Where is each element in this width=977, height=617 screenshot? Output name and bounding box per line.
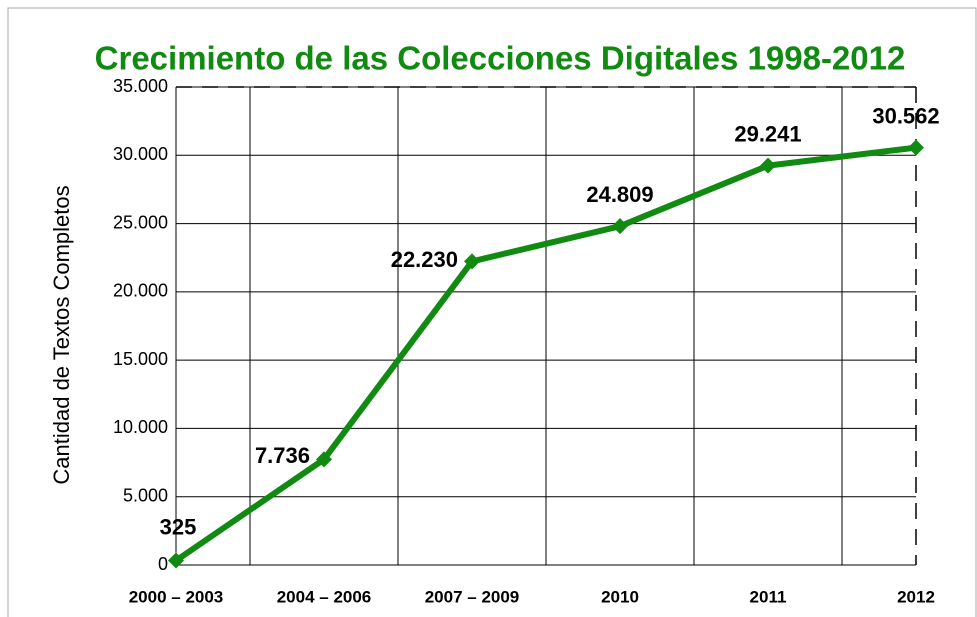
data-label: 7.736: [255, 443, 310, 468]
data-label: 30.562: [872, 103, 939, 128]
y-tick-label: 10.000: [113, 417, 168, 437]
data-label: 325: [160, 514, 197, 539]
y-axis-label: Cantidad de Textos Completos: [49, 185, 74, 484]
data-label: 22.230: [391, 247, 458, 272]
data-line: [174, 144, 917, 564]
x-tick-label: 2004 – 2006: [277, 587, 372, 606]
data-point: [908, 139, 924, 156]
x-tick-label: 2010: [601, 587, 639, 606]
frame: [7, 7, 977, 617]
data-label: 29.241: [734, 121, 801, 146]
y-tick-label: 25.000: [113, 212, 168, 232]
y-tick-label: 35.000: [113, 76, 168, 96]
x-tick-label: 2011: [750, 587, 787, 606]
x-tick-label: 2007 – 2009: [425, 587, 520, 606]
chart-title: Crecimiento de las Colecciones Digitales…: [95, 40, 906, 77]
data-point: [464, 253, 480, 270]
data-point: [316, 451, 332, 468]
data-point: [168, 552, 184, 569]
data-point: [612, 218, 628, 235]
y-tick-label: 20.000: [113, 281, 168, 301]
x-tick-label: 2012: [897, 587, 935, 606]
data-point: [760, 157, 776, 174]
y-tick-label: 5.000: [123, 485, 168, 505]
y-tick-label: 15.000: [113, 349, 168, 369]
x-tick-label: 2000 – 2003: [129, 587, 224, 606]
data-label: 24.809: [586, 182, 653, 207]
y-tick-label: 30.000: [113, 144, 168, 164]
y-tick-label: 0: [158, 554, 168, 574]
